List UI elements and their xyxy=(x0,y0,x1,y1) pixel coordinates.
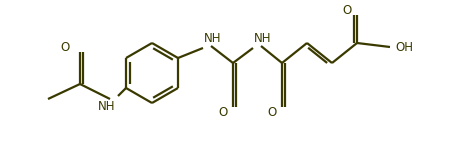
Text: OH: OH xyxy=(395,41,413,54)
Text: NH: NH xyxy=(204,31,222,45)
Text: O: O xyxy=(61,41,70,54)
Text: NH: NH xyxy=(98,100,116,112)
Text: O: O xyxy=(342,4,352,16)
Text: NH: NH xyxy=(254,31,272,45)
Text: O: O xyxy=(219,106,227,118)
Text: O: O xyxy=(268,106,276,118)
